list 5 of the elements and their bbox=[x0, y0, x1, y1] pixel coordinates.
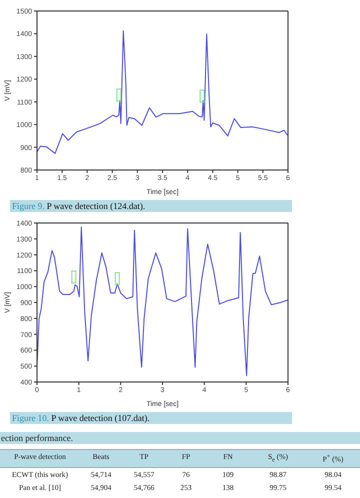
text: Figure 10. P wave detection (107.dat). bbox=[12, 413, 150, 423]
line-series bbox=[37, 30, 288, 154]
text: ection performance. bbox=[0, 432, 360, 444]
line-series bbox=[37, 226, 288, 376]
text: Figure 9. P wave detection (124.dat). bbox=[12, 201, 146, 211]
